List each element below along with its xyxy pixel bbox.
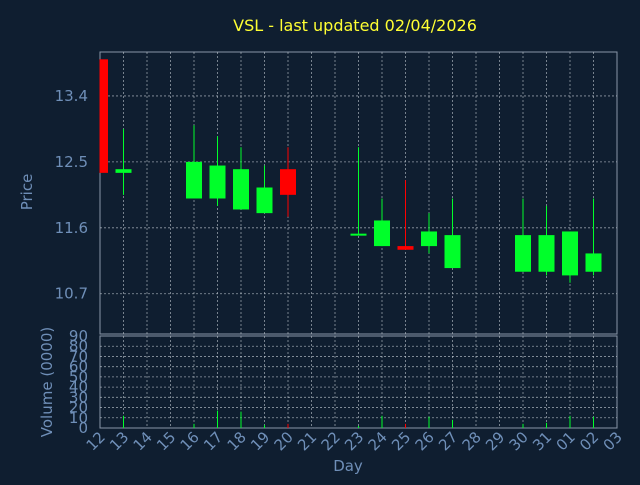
candle-body bbox=[209, 165, 226, 199]
x-tick-label: 03 bbox=[600, 428, 626, 454]
x-tick-label: 23 bbox=[341, 428, 367, 454]
volume-tick-label: 40 bbox=[69, 378, 88, 396]
x-tick-label: 25 bbox=[388, 428, 414, 454]
volume-tick-label: 10 bbox=[69, 409, 88, 427]
x-tick-label: 19 bbox=[247, 428, 273, 454]
x-tick-label: 27 bbox=[435, 428, 461, 454]
candle-body bbox=[233, 169, 249, 210]
volume-tick-label: 20 bbox=[69, 399, 88, 417]
x-tick-label: 29 bbox=[482, 428, 508, 454]
candle-body bbox=[100, 59, 108, 173]
price-tick-label: 10.7 bbox=[55, 285, 88, 303]
candle-body bbox=[256, 187, 273, 214]
candle-body bbox=[280, 169, 296, 195]
volume-tick-label: 80 bbox=[69, 337, 88, 355]
candle-body bbox=[444, 235, 461, 269]
volume-tick-label: 70 bbox=[69, 347, 88, 365]
volume-tick-label: 60 bbox=[69, 358, 88, 376]
x-tick-label: 01 bbox=[553, 428, 579, 454]
x-tick-label: 16 bbox=[177, 428, 203, 454]
volume-tick-label: 30 bbox=[69, 388, 88, 406]
x-tick-label: 31 bbox=[529, 428, 555, 454]
x-tick-label: 02 bbox=[576, 428, 602, 454]
candle-body bbox=[397, 246, 414, 250]
x-tick-label: 21 bbox=[294, 428, 320, 454]
candle-body bbox=[350, 233, 367, 236]
candle-body bbox=[515, 235, 531, 272]
price-tick-label: 13.4 bbox=[55, 87, 88, 105]
candle-body bbox=[421, 231, 437, 247]
candle-body bbox=[374, 220, 390, 247]
x-tick-label: 17 bbox=[200, 428, 226, 454]
chart-title: VSL - last updated 02/04/2026 bbox=[233, 16, 477, 35]
volume-axis-label: Volume (0000) bbox=[38, 327, 56, 437]
x-tick-label: 30 bbox=[506, 428, 532, 454]
x-tick-label: 18 bbox=[224, 428, 250, 454]
x-tick-label: 15 bbox=[153, 428, 179, 454]
x-tick-label: 28 bbox=[459, 428, 485, 454]
candle-body bbox=[538, 235, 555, 272]
volume-tick-label: 90 bbox=[69, 327, 88, 345]
x-axis-label: Day bbox=[333, 457, 363, 475]
candle-body bbox=[115, 169, 132, 173]
x-tick-label: 20 bbox=[271, 428, 297, 454]
x-tick-label: 26 bbox=[412, 428, 438, 454]
candle-body bbox=[585, 253, 602, 272]
volume-tick-label: 50 bbox=[69, 368, 88, 386]
x-tick-label: 24 bbox=[365, 428, 391, 454]
x-tick-label: 22 bbox=[318, 428, 344, 454]
price-axis-label: Price bbox=[18, 174, 36, 211]
candle-body bbox=[186, 161, 202, 199]
volume-tick-label: 0 bbox=[78, 419, 88, 437]
candle-body bbox=[562, 231, 578, 276]
price-tick-label: 11.6 bbox=[55, 219, 88, 237]
price-tick-label: 12.5 bbox=[55, 153, 88, 171]
x-tick-label: 14 bbox=[130, 428, 156, 454]
x-tick-label: 13 bbox=[106, 428, 132, 454]
